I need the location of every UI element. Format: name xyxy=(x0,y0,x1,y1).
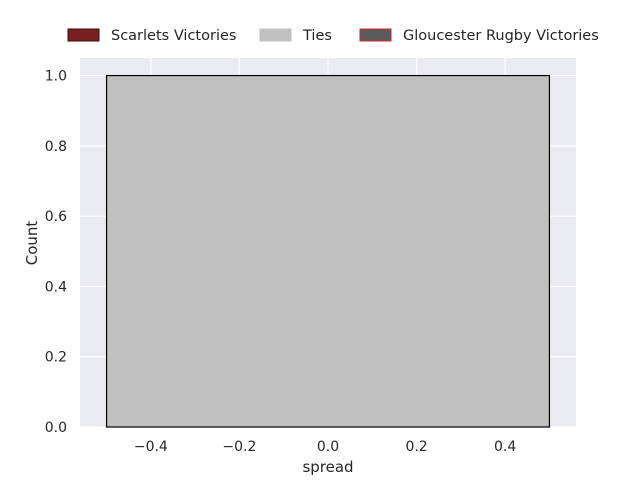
y-tick-label: 0.8 xyxy=(45,139,67,155)
y-tick-label: 0.4 xyxy=(45,279,67,295)
legend-item: Scarlets Victories xyxy=(67,28,236,44)
legend-item: Ties xyxy=(259,28,332,44)
x-axis-label: spread xyxy=(302,458,353,476)
legend-swatch xyxy=(67,28,100,42)
legend-label: Ties xyxy=(302,28,332,44)
x-tick-label: 0.0 xyxy=(317,439,339,455)
legend-label: Gloucester Rugby Victories xyxy=(403,28,599,44)
y-axis-label: Count xyxy=(23,221,41,266)
x-tick-label: 0.2 xyxy=(405,439,427,455)
bar xyxy=(105,74,551,428)
bars xyxy=(105,74,551,428)
y-tick-label: 0.2 xyxy=(45,350,67,366)
legend-item: Gloucester Rugby Victories xyxy=(359,28,599,44)
legend-swatch xyxy=(359,28,392,42)
y-axis-ticks: 0.0 0.2 0.4 0.6 0.8 1.0 xyxy=(45,69,67,436)
x-tick-label: −0.2 xyxy=(222,439,256,455)
y-tick-label: 1.0 xyxy=(45,69,67,85)
legend-swatch xyxy=(259,28,292,42)
legend-label: Scarlets Victories xyxy=(111,28,236,44)
y-tick-label: 0.6 xyxy=(45,209,67,225)
x-tick-label: −0.4 xyxy=(134,439,168,455)
y-tick-label: 0.0 xyxy=(45,420,67,436)
x-axis-ticks: −0.4 −0.2 0.0 0.2 0.4 xyxy=(134,439,517,455)
x-tick-label: 0.4 xyxy=(494,439,516,455)
legend: Scarlets Victories Ties Gloucester Rugby V… xyxy=(67,28,599,44)
